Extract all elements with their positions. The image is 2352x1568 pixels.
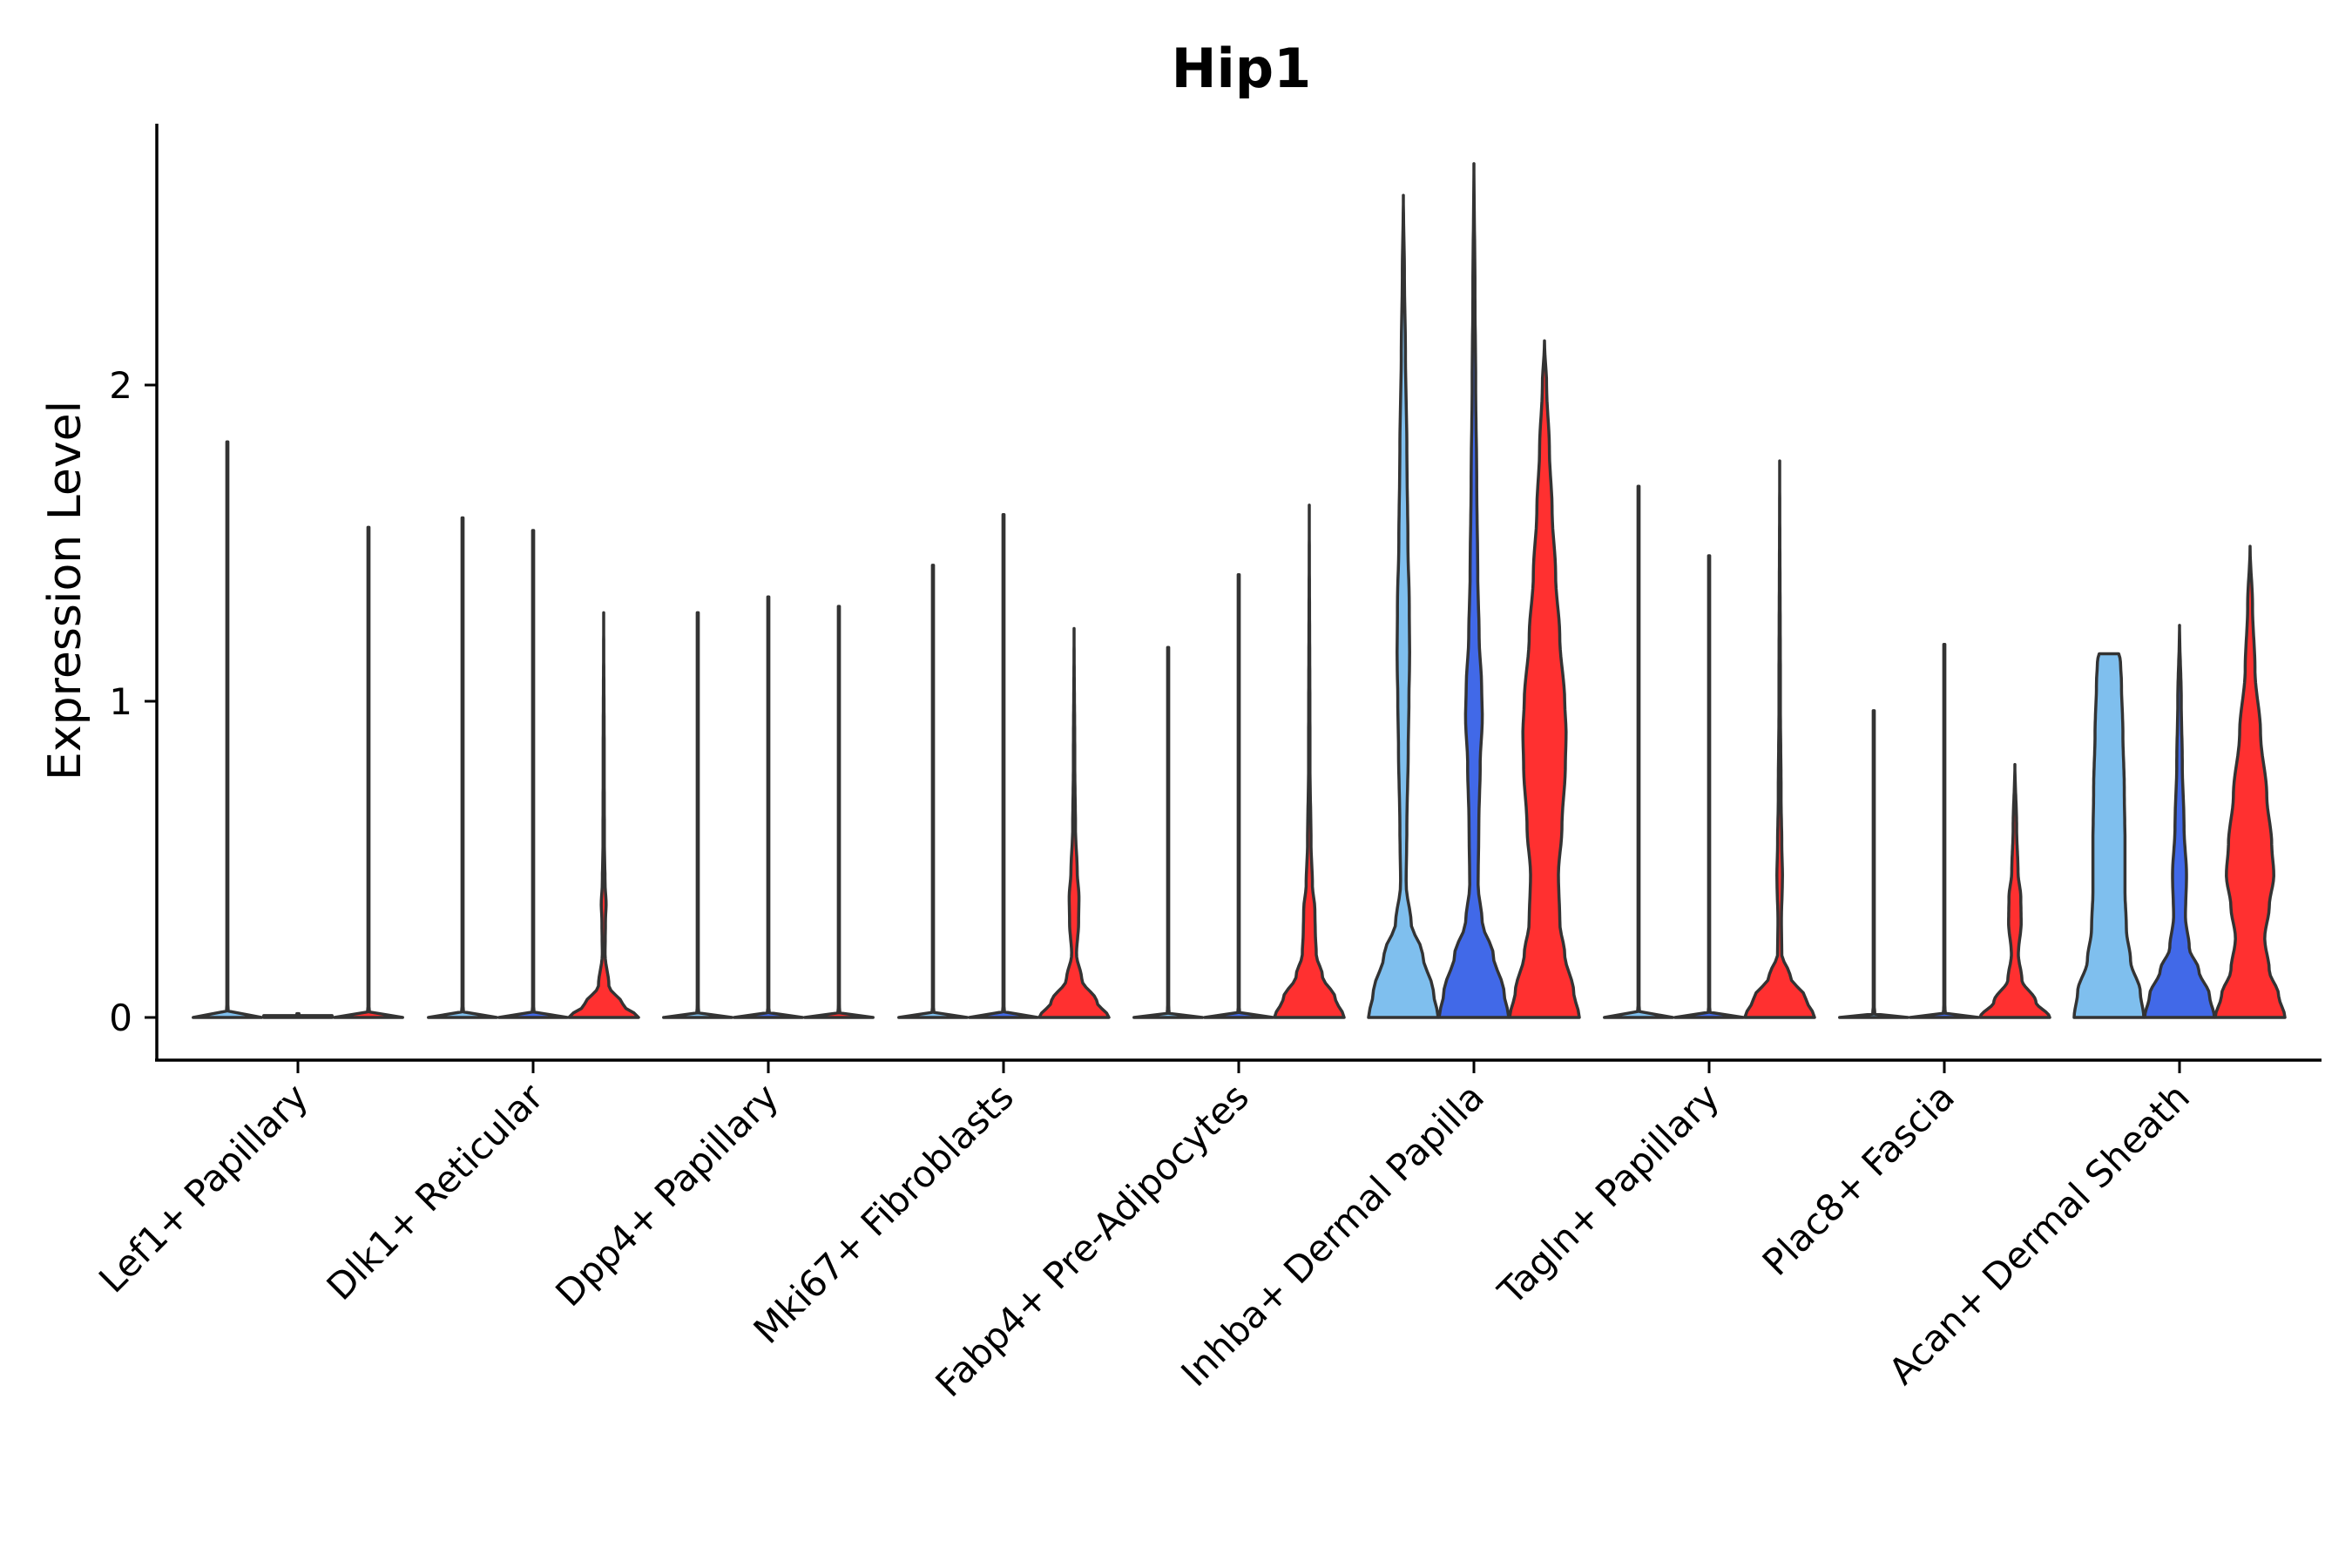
- violin-3-group-2: [733, 595, 804, 1019]
- violin-7-group-2: [1673, 554, 1745, 1019]
- violin-9-group-2: [2143, 624, 2216, 1019]
- y-ticks: 0 1 2: [109, 364, 157, 1039]
- x-tick-label: Lef1+ Papillary: [91, 1075, 316, 1301]
- violin-6-group-1: [1367, 193, 1440, 1019]
- violin-4-group-2: [968, 513, 1039, 1019]
- violin-7-group-1: [1603, 484, 1674, 1019]
- violin-1-group-2: [262, 1011, 334, 1019]
- violin-2-group-2: [497, 529, 569, 1019]
- y-tick-label: 0: [109, 997, 132, 1039]
- violin-8-group-1: [1838, 709, 1909, 1019]
- violin-5-group-3: [1273, 504, 1346, 1019]
- violin-7-group-3: [1743, 459, 1816, 1019]
- violin-1-group-1: [192, 440, 263, 1019]
- y-tick-label: 1: [109, 680, 132, 723]
- violin-8-group-2: [1909, 642, 1980, 1019]
- x-tick-label: Mki67+ Fibroblasts: [746, 1075, 1022, 1351]
- violin-1-group-3: [333, 525, 404, 1019]
- violin-3-group-3: [803, 605, 875, 1019]
- chart-title: Hip1: [1172, 37, 1312, 100]
- y-axis-label: Expression Level: [39, 401, 91, 781]
- violin-9-group-1: [2072, 652, 2146, 1019]
- violin-6-group-3: [1508, 339, 1581, 1019]
- x-tick-label: Dpp4+ Papillary: [547, 1075, 787, 1315]
- violin-4-group-1: [897, 564, 969, 1019]
- violin-8-group-3: [1978, 762, 2051, 1019]
- violin-2-group-3: [567, 611, 640, 1019]
- violin-2-group-1: [427, 516, 498, 1019]
- x-tick-label: Dlk1+ Reticular: [319, 1075, 552, 1308]
- y-tick-label: 2: [109, 364, 132, 407]
- violin-9-group-3: [2213, 544, 2287, 1019]
- violin-6-group-2: [1437, 162, 1511, 1019]
- violin-5-group-1: [1132, 645, 1204, 1019]
- x-tick-label: Plac8+ Fascia: [1754, 1075, 1963, 1283]
- violin-group: [192, 162, 2287, 1019]
- violin-4-group-3: [1037, 626, 1111, 1019]
- violin-3-group-1: [662, 611, 733, 1019]
- violin-5-group-2: [1203, 573, 1274, 1019]
- x-tick-label: Tagln+ Papillary: [1490, 1075, 1727, 1313]
